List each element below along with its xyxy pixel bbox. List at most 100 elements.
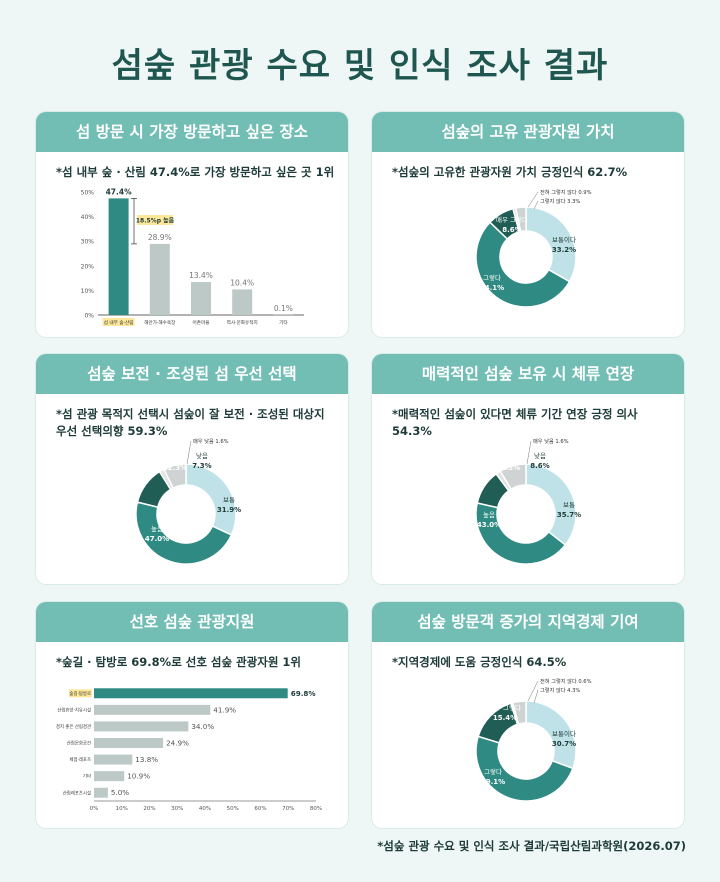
slice-name-label: 높음: [151, 525, 163, 533]
slice-value-label: 47.0%: [145, 535, 169, 543]
panel-title: 매력적인 섬숲 보유 시 체류 연장: [372, 354, 684, 394]
slice-value-label: 15.4%: [493, 714, 517, 722]
category-label: 경치 좋은 산림경관: [56, 723, 91, 730]
panel-preservation-choice: 섬숲 보전 · 조성된 섬 우선 선택 *섬 관광 목적지 선택시 섬숲이 잘 …: [36, 354, 348, 584]
x-tick-label: 70%: [282, 806, 294, 812]
slice-name-label: 전혀 그렇지 않다 0.9%: [540, 188, 592, 196]
slice-value-label: 43.0%: [477, 521, 501, 529]
bar-value-label: 5.0%: [111, 788, 129, 797]
category-label: 산림레포츠시설: [63, 789, 91, 796]
category-label: 체험·레포츠: [69, 756, 91, 763]
bar-value-label: 0.1%: [274, 304, 293, 313]
donut-chart-resource-value: 보통이다 33.2% 그렇다 54.1% 매우 그렇다 8.6% 전혀 그렇지 않다 0.9…: [475, 188, 592, 308]
slice-name-label: 그렇지 않다 4.3%: [540, 686, 580, 694]
slice-value-label: 8.6%: [530, 462, 549, 470]
panel-subtitle: *지역경제에 도움 긍정인식 64.5%: [392, 655, 567, 669]
donut-slice: [162, 463, 187, 489]
bar: [232, 289, 253, 315]
category-label: 기타: [83, 773, 91, 780]
category-highlight: [69, 689, 92, 698]
panel-stay-extension: 매력적인 섬숲 보유 시 체류 연장 *매력적인 섬숲이 있다면 체류 기간 연…: [372, 354, 684, 584]
slice-name-label: 그렇지 않다 3.3%: [540, 197, 580, 205]
leader-line: [527, 191, 539, 208]
slice-name-label: 보통이다: [552, 235, 576, 244]
panel-subtitle: *섬 관광 목적지 선택시 섬숲이 잘 보전 · 조성된 대상지 우선 선택의향…: [56, 407, 325, 438]
panel-title: 섬숲의 고유 관광자원 가치: [372, 112, 684, 152]
category-label: 산림휴양·치유시설: [57, 706, 91, 713]
slice-name-label: 그렇다: [484, 767, 502, 776]
y-tick-label: 0%: [84, 313, 94, 320]
slice-name-label: 그렇다: [483, 273, 501, 282]
leader-line: [186, 440, 192, 465]
bar-value-label: 41.9%: [213, 705, 236, 714]
slice-name-label: 매우 높음: [162, 454, 188, 462]
slice-name-label: 매우 낮음 1.6%: [193, 437, 229, 445]
donut-chart-stay: 보통 35.7% 높음 43.0% 매우 높음 11.3% 매우 낮음 1.6% 낮음 8.6%: [475, 437, 581, 565]
x-tick-label: 30%: [171, 806, 183, 812]
bar: [94, 704, 211, 715]
x-tick-label: 50%: [227, 806, 239, 812]
y-tick-label: 50%: [81, 190, 95, 197]
category-label: 역사·문화유적지: [227, 319, 258, 326]
donut-chart-economy: 보통이다 30.7% 그렇다 49.1% 매우 그렇다 15.4% 전혀 그렇지 않다 0.…: [475, 677, 592, 802]
category-label: 해안가·해수욕장: [144, 319, 176, 326]
bar: [94, 738, 164, 748]
slice-name-label: 보통: [563, 501, 575, 509]
leader-line: [527, 680, 539, 702]
bar: [149, 243, 170, 315]
bar-value-label: 69.8%: [291, 689, 316, 698]
y-tick-label: 40%: [81, 214, 95, 221]
slice-value-label: 49.1%: [481, 778, 505, 786]
category-label: 기타: [279, 319, 288, 326]
slice-name-label: 보통이다: [552, 729, 576, 738]
leader-line: [533, 689, 539, 704]
slice-name-label: 보통: [223, 496, 235, 504]
bar-value-label: 24.9%: [166, 739, 189, 748]
slice-value-label: 33.2%: [552, 246, 576, 254]
donut-slice: [514, 206, 527, 233]
slice-name-label: 매우 그렇다: [489, 703, 521, 712]
x-tick-label: 80%: [310, 806, 322, 812]
bar: [94, 754, 133, 765]
x-tick-label: 40%: [199, 806, 211, 812]
panel-preferred-place: 섬 방문 시 가장 방문하고 싶은 장소 *섬 내부 숲 · 산림 47.4%로…: [36, 112, 348, 337]
category-label: 어촌마을: [193, 319, 210, 326]
bar-value-label: 28.9%: [148, 233, 172, 242]
x-tick-label: 60%: [254, 806, 266, 812]
slice-value-label: 54.1%: [480, 284, 504, 292]
bar-value-label: 47.4%: [106, 187, 133, 196]
bar-value-label: 34.0%: [191, 722, 214, 731]
bar-value-label: 13.8%: [135, 755, 158, 764]
panel-local-economy: 섬숲 방문객 증가의 지역경제 기여 *지역경제에 도움 긍정인식 64.5% …: [372, 602, 684, 828]
bar: [94, 787, 108, 798]
y-tick-label: 20%: [81, 263, 95, 270]
bar: [94, 721, 189, 732]
donut-slice: [499, 463, 527, 491]
page-title: 섬숲 관광 수요 및 인식 조사 결과: [111, 46, 609, 86]
slice-value-label: 8.6%: [502, 226, 521, 234]
annotation-box: [137, 215, 173, 225]
x-tick-label: 0%: [90, 806, 99, 812]
slice-value-label: 31.9%: [217, 506, 241, 514]
hbar-chart-resource: 0% 10% 20% 30% 40% 50% 60% 70% 80% 숲길·탐방로 69.8% 산림휴…: [56, 688, 322, 812]
slice-value-label: 30.7%: [552, 740, 576, 748]
donut-slice: [475, 502, 567, 565]
slice-name-label: 매우 그렇다: [496, 215, 528, 224]
slice-name-label: 낮음: [196, 451, 208, 460]
donut-slice: [525, 206, 577, 283]
slice-name-label: 높음: [483, 511, 495, 519]
category-label: 숲길·탐방로: [69, 690, 91, 697]
bar-value-label: 10.9%: [127, 772, 150, 781]
category-label: 산림문화공간: [67, 740, 91, 747]
bar-value-label: 10.4%: [230, 278, 254, 287]
leader-line: [533, 200, 539, 210]
slice-value-label: 35.7%: [557, 511, 581, 519]
annotation-text: 18.5%p 높음: [136, 217, 175, 225]
slice-name-label: 매우 낮음 1.6%: [533, 437, 569, 445]
bar: [94, 688, 288, 699]
donut-slice: [511, 700, 527, 725]
category-highlight: [102, 318, 135, 326]
x-tick-label: 20%: [143, 806, 155, 812]
panel-subtitle: *숲길 · 탐방로 69.8%로 선호 섬숲 관광자원 1위: [56, 655, 302, 669]
panel-subtitle: *섬숲의 고유한 관광자원 가치 긍정인식 62.7%: [392, 165, 628, 179]
